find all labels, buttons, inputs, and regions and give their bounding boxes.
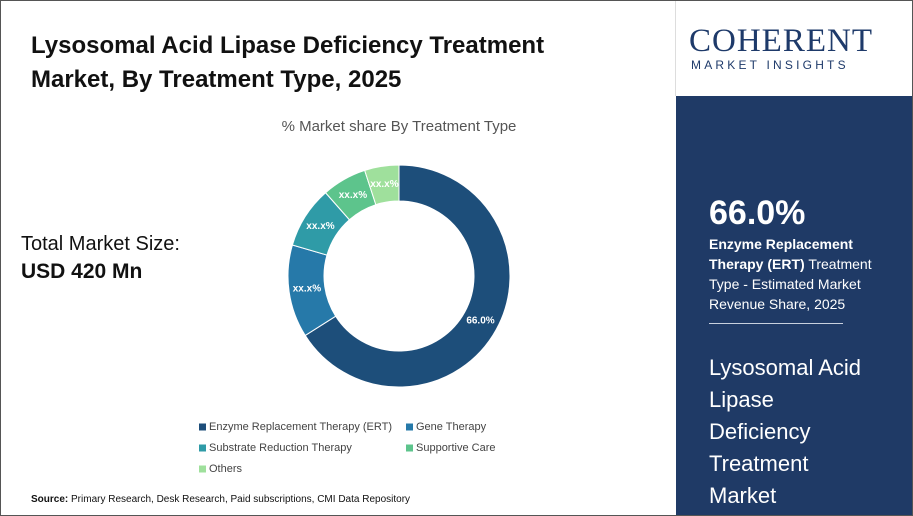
data-label: xx.x%: [306, 221, 334, 232]
highlight: 66.0%: [709, 194, 806, 232]
donut-segment: [304, 164, 511, 388]
source-label: Source:: [31, 494, 69, 505]
logo-tagline: MARKET INSIGHTS: [691, 58, 849, 72]
logo-name: COHERENT: [689, 23, 873, 59]
divider: [675, 1, 676, 96]
legend-label: Others: [209, 463, 243, 475]
highlight-text: Enzyme Replacement Therapy (ERT) Treatme…: [709, 234, 889, 314]
legend-swatch: [406, 444, 413, 452]
source: Source: Primary Research, Desk Research,…: [31, 494, 410, 505]
market-size-label: Total Market Size:: [21, 233, 180, 255]
chart-subtitle: % Market share By Treatment Type: [282, 118, 517, 135]
donut-segment: [364, 164, 400, 206]
data-label: xx.x%: [370, 179, 398, 190]
legend-swatch: [199, 423, 206, 431]
legend-label: Enzyme Replacement Therapy (ERT): [209, 421, 392, 433]
legend-swatch: [199, 465, 206, 473]
legend-swatch: [406, 423, 413, 431]
highlight-rest: Treatment Type - Estimated Market Revenu…: [709, 256, 872, 312]
chart: % Market share By Treatment Type 66.0% xx…: [199, 118, 517, 475]
market-size-value: USD 420 Mn: [21, 260, 143, 283]
data-label: xx.x%: [293, 284, 321, 295]
highlight-bold: Enzyme Replacement Therapy (ERT): [709, 236, 853, 272]
legend-label: Gene Therapy: [416, 421, 487, 433]
source-text: Primary Research, Desk Research, Paid su…: [68, 494, 411, 505]
data-label: xx.x%: [339, 190, 367, 201]
data-label: 66.0%: [466, 315, 494, 326]
sidebar-market: Lysosomal Acid Lipase Deficiency Treatme…: [709, 355, 862, 508]
legend-swatch: [199, 444, 206, 452]
legend-label: Substrate Reduction Therapy: [209, 442, 352, 454]
sidebar-rule: [709, 323, 843, 324]
legend-label: Supportive Care: [416, 442, 496, 454]
sidebar: 66.0% Enzyme Replacement Therapy (ERT) T…: [676, 96, 912, 515]
chart-title: Lysosomal Acid Lipase Deficiency Treatme…: [31, 32, 545, 93]
